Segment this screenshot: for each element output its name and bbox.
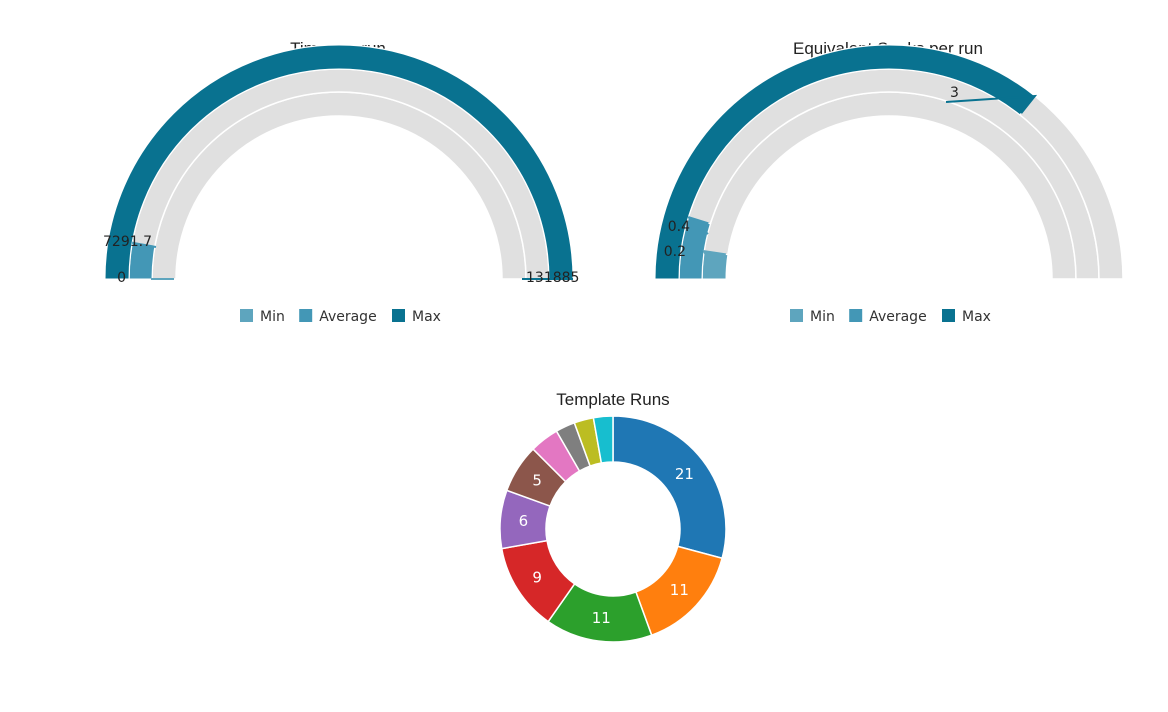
legend-label-average: Average [319, 309, 377, 325]
value-leader-line [702, 249, 726, 261]
value-leader-line [151, 278, 174, 280]
donut-slice-label: 21 [675, 465, 694, 483]
donut-slice-label: 11 [670, 581, 689, 599]
value-label-min: 0.2 [664, 244, 686, 260]
legend-label-min: Min [260, 309, 285, 325]
value-leader-line [131, 241, 157, 248]
value-label-average: 0.4 [668, 219, 690, 235]
legend-swatch-max [392, 309, 405, 322]
value-label-max: 131885 [526, 270, 579, 286]
donut-slice [592, 415, 614, 464]
donut-title: Template Runs [556, 390, 669, 409]
legend-swatch-max [942, 309, 955, 322]
legend-label-max: Max [962, 309, 991, 325]
legend-label-min: Min [810, 309, 835, 325]
donut-slice [612, 415, 727, 560]
legend-swatch-average [849, 309, 863, 322]
donut-template-runs: Template Runs 21 11 11 9 6 5 [499, 390, 727, 643]
value-label-max: 3 [950, 85, 959, 101]
donut-slice-label: 5 [532, 472, 542, 490]
donut-slice-label: 9 [532, 568, 542, 586]
gauge-equivalent-seeks-per-run: Equivalent Seeks per run 0.20.43 MinAver… [654, 39, 1124, 325]
value-label-min: 0 [117, 270, 126, 286]
legend-label-average: Average [869, 309, 927, 325]
donut-slice-label: 6 [519, 512, 529, 530]
legend-label-max: Max [412, 309, 441, 325]
legend-swatch-average [299, 309, 313, 322]
value-leader-line [687, 216, 709, 235]
value-leader-line [945, 94, 1038, 114]
donut-slice-label: 11 [592, 609, 611, 627]
value-label-average: 7291.7 [103, 234, 152, 250]
legend-swatch-min [240, 309, 253, 322]
legend-swatch-min [790, 309, 803, 322]
